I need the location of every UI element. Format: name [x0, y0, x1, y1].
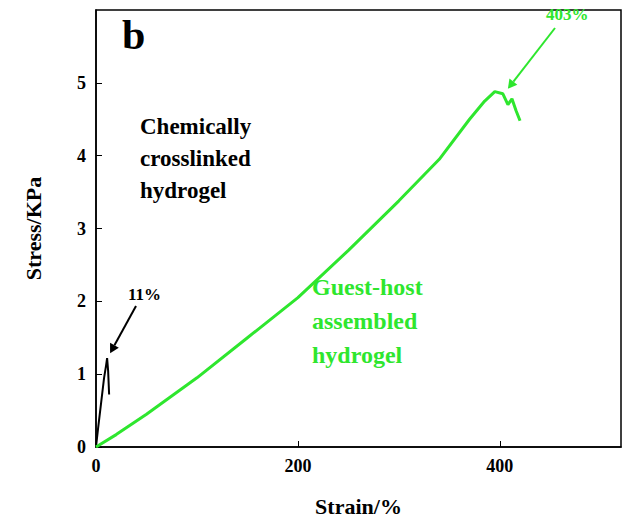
svg-text:200: 200 [284, 456, 311, 476]
svg-text:2: 2 [77, 291, 86, 311]
svg-text:5: 5 [77, 73, 86, 93]
svg-text:b: b [122, 12, 145, 58]
svg-text:403%: 403% [546, 5, 589, 24]
svg-text:1: 1 [77, 364, 86, 384]
svg-text:400: 400 [486, 456, 513, 476]
svg-text:11%: 11% [128, 285, 161, 304]
svg-text:4: 4 [77, 146, 86, 166]
svg-text:hydrogel: hydrogel [312, 342, 403, 368]
svg-text:assembled: assembled [312, 308, 418, 334]
svg-text:Guest-host: Guest-host [312, 274, 423, 300]
svg-text:Chemically: Chemically [140, 114, 252, 139]
svg-text:0: 0 [92, 456, 101, 476]
svg-text:hydrogel: hydrogel [140, 178, 226, 203]
svg-text:3: 3 [77, 219, 86, 239]
svg-text:crosslinked: crosslinked [140, 146, 251, 171]
svg-text:Stress/KPa: Stress/KPa [21, 177, 46, 280]
svg-text:0: 0 [77, 437, 86, 457]
svg-text:Strain/%: Strain/% [315, 494, 402, 519]
